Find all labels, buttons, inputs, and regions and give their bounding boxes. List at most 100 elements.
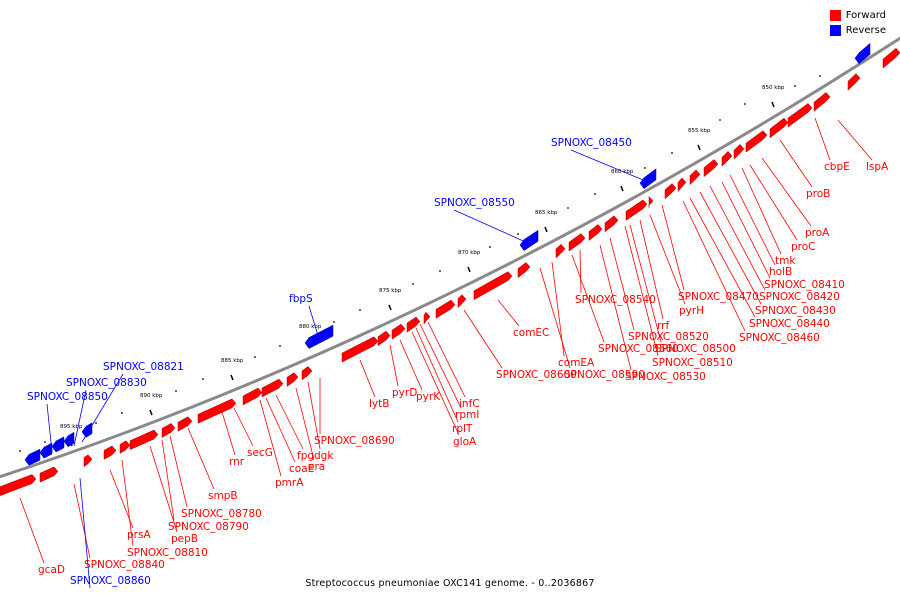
forward-gene (177, 416, 193, 432)
minor-tick (279, 345, 281, 347)
forward-gene-label: proB (806, 188, 830, 200)
forward-gene-label: rnr (229, 456, 245, 468)
minor-tick (517, 233, 519, 235)
tick-label: 870 kbp (458, 250, 481, 256)
reverse-gene-label: SPNOXC_08860 (70, 575, 151, 587)
forward-leader-line (389, 344, 399, 387)
reverse-gene-label: SPNOXC_08821 (103, 361, 184, 373)
major-tick (697, 144, 701, 151)
forward-gene-label: prsA (127, 529, 151, 541)
forward-leader-line (639, 219, 664, 320)
forward-gene (625, 199, 648, 221)
forward-gene-label: SPNOXC_08590 (564, 369, 645, 381)
minor-tick (819, 75, 821, 77)
forward-leader-line (761, 157, 812, 227)
forward-gene-label: lspA (866, 161, 889, 173)
forward-gene-label: SPNOXC_08420 (759, 291, 840, 303)
forward-leader-line (121, 459, 134, 547)
forward-gene-label: pepB (171, 533, 198, 545)
minor-tick (44, 441, 46, 443)
forward-leader-line (629, 224, 662, 343)
minor-tick (359, 309, 361, 311)
minor-tick (671, 152, 673, 154)
forward-gene (648, 195, 654, 208)
legend-forward-label: Forward (845, 10, 886, 21)
forward-gene-label: comEA (558, 357, 595, 369)
legend-forward: Forward (829, 8, 886, 23)
reverse-leader-line (570, 149, 649, 183)
forward-leader-line (265, 397, 296, 463)
forward-gene-label: SPNOXC_08540 (575, 294, 656, 306)
legend-reverse: Reverse (829, 23, 886, 38)
minor-tick (439, 270, 441, 272)
forward-gene-label: pmrA (275, 477, 304, 489)
forward-gene (341, 336, 379, 363)
forward-leader-line (411, 331, 460, 436)
tick-label: 860 kbp (611, 169, 634, 175)
minor-tick (202, 378, 204, 380)
forward-gene (83, 454, 93, 468)
forward-gene-label: rrf (657, 320, 669, 332)
forward-gene (568, 233, 586, 252)
forward-leader-line (73, 483, 91, 559)
forward-leader-line (359, 359, 376, 398)
major-tick (230, 374, 234, 381)
forward-leader-line (749, 164, 798, 241)
forward-leader-line (729, 174, 776, 266)
forward-gene-label: SPNOXC_08520 (628, 331, 709, 343)
major-tick (620, 185, 624, 192)
forward-gene-label: SPNOXC_08790 (168, 521, 249, 533)
forward-gene (555, 243, 566, 259)
tick-label: 895 kbp (60, 424, 83, 430)
forward-gene (103, 445, 117, 460)
forward-gene (787, 103, 813, 128)
reverse-gene-label: SPNOXC_08450 (551, 137, 632, 149)
minor-tick (121, 412, 123, 414)
forward-gene-label: era (308, 461, 325, 473)
forward-gene (197, 398, 237, 424)
tick-label: 890 kbp (140, 393, 163, 399)
reverse-swatch (829, 25, 841, 36)
forward-gene-label: rpmI (455, 409, 479, 421)
major-tick (388, 304, 392, 311)
forward-leader-line (149, 445, 178, 533)
reverse-gene (304, 324, 334, 349)
minor-tick (333, 321, 335, 323)
forward-gene-label: SPNOXC_08440 (749, 318, 830, 330)
forward-leader-line (419, 323, 462, 409)
forward-gene-label: SPNOXC_08530 (625, 371, 706, 383)
reverse-gene (39, 442, 53, 459)
forward-leader-line (779, 139, 813, 188)
forward-leader-line (295, 387, 315, 461)
forward-gene-label: gcaD (38, 564, 65, 576)
minor-tick (744, 103, 746, 105)
reverse-gene (51, 436, 65, 453)
reverse-gene-label: SPNOXC_08830 (66, 377, 147, 389)
forward-gene-label: SPNOXC_08810 (127, 547, 208, 559)
forward-gene-label: holB (769, 266, 792, 278)
forward-gene (242, 387, 263, 406)
forward-gene (129, 429, 159, 451)
forward-leader-line (307, 381, 321, 450)
forward-gene-label: rplT (452, 423, 473, 435)
forward-leader-line (415, 327, 459, 423)
major-tick (544, 226, 548, 233)
forward-leader-line (221, 411, 236, 456)
reverse-leader-line (453, 209, 531, 245)
forward-gene (377, 330, 391, 347)
forward-leader-line (463, 309, 503, 369)
forward-gene-label: pyrH (679, 305, 704, 317)
forward-gene-label: SPNOXC_08430 (755, 305, 836, 317)
forward-leader-line (661, 204, 685, 291)
forward-gene (703, 159, 719, 178)
forward-leader-line (275, 394, 304, 450)
reverse-leader-line (73, 389, 87, 447)
minor-tick (489, 246, 491, 248)
reverse-leader-line (308, 305, 321, 343)
forward-gene-label: infC (459, 398, 480, 410)
forward-gene-label: secG (247, 447, 273, 459)
forward-gene (813, 92, 831, 112)
forward-gene-label: SPNOXC_08840 (84, 559, 165, 571)
reverse-gene (519, 229, 539, 251)
forward-gene (406, 316, 421, 333)
